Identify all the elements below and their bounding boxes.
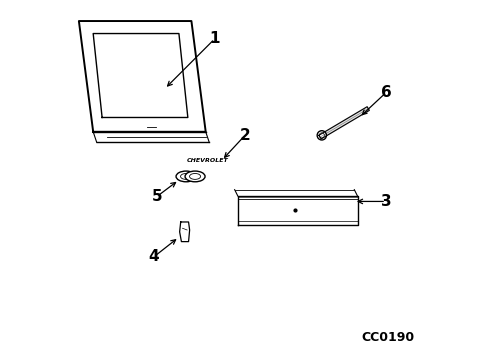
Text: 4: 4 <box>148 249 159 264</box>
Text: 2: 2 <box>240 128 250 143</box>
Ellipse shape <box>176 171 196 182</box>
Text: CHEVROLET: CHEVROLET <box>187 158 228 163</box>
Ellipse shape <box>319 133 324 138</box>
Ellipse shape <box>190 174 200 179</box>
Ellipse shape <box>185 171 205 182</box>
Text: 5: 5 <box>152 189 163 203</box>
Ellipse shape <box>180 174 192 179</box>
Polygon shape <box>319 107 369 139</box>
Text: 1: 1 <box>209 31 220 46</box>
Ellipse shape <box>317 131 326 140</box>
Text: CC0190: CC0190 <box>362 331 415 344</box>
Text: 3: 3 <box>381 194 392 209</box>
Text: 6: 6 <box>381 85 392 100</box>
